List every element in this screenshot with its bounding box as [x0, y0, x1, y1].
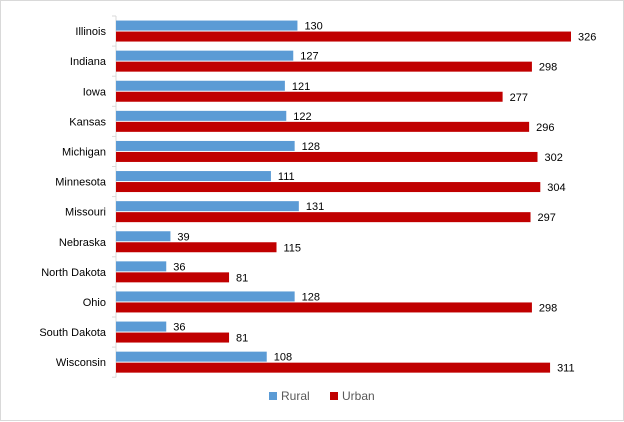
- data-label-urban: 326: [578, 32, 596, 44]
- data-label-urban: 81: [236, 272, 248, 284]
- bar-urban: [116, 302, 532, 313]
- data-label-rural: 121: [292, 81, 310, 93]
- category-label: North Dakota: [41, 267, 107, 279]
- bar-rural: [116, 351, 267, 362]
- legend-swatch-rural: [269, 392, 277, 400]
- bars: [116, 20, 571, 373]
- category-label: Wisconsin: [56, 357, 106, 369]
- category-label: Nebraska: [59, 237, 107, 249]
- bar-rural: [116, 231, 171, 242]
- data-label-rural: 36: [173, 261, 185, 273]
- bar-rural: [116, 50, 294, 61]
- bar-urban: [116, 362, 551, 373]
- bar-urban: [116, 151, 538, 162]
- bar-rural: [116, 261, 167, 272]
- data-label-rural: 122: [293, 111, 311, 123]
- category-labels: Illinois Indiana Iowa Kansas Michigan Minneso…: [39, 26, 107, 369]
- category-label: Minnesota: [55, 177, 107, 189]
- category-label: Indiana: [70, 56, 107, 68]
- legend-label-rural: Rural: [281, 389, 310, 403]
- legend: Rural Urban: [269, 389, 375, 403]
- bar-urban: [116, 272, 230, 283]
- data-label-rural: 128: [302, 291, 320, 303]
- bar-urban: [116, 61, 532, 72]
- data-label-rural: 36: [173, 322, 185, 334]
- category-label: Illinois: [75, 26, 106, 38]
- bar-urban: [116, 91, 503, 102]
- data-labels: 130 326 127 298 121 277 122 296 128 302 111 304 131 2…: [173, 21, 596, 375]
- category-label: South Dakota: [39, 327, 107, 339]
- legend-swatch-urban: [330, 392, 338, 400]
- data-label-urban: 298: [539, 302, 557, 314]
- data-label-urban: 302: [545, 152, 563, 164]
- data-label-urban: 304: [547, 182, 565, 194]
- category-label: Missouri: [65, 207, 106, 219]
- bar-rural: [116, 291, 295, 302]
- data-label-urban: 311: [557, 363, 575, 375]
- bar-urban: [116, 332, 230, 343]
- bar-urban: [116, 121, 530, 132]
- category-label: Kansas: [69, 116, 106, 128]
- bar-rural: [116, 171, 271, 182]
- y-axis: [112, 15, 117, 378]
- bar-urban: [116, 182, 541, 193]
- bar-urban: [116, 31, 571, 42]
- data-label-rural: 130: [304, 21, 322, 33]
- category-label: Iowa: [83, 86, 107, 98]
- data-label-urban: 81: [236, 333, 248, 345]
- data-label-rural: 108: [274, 352, 292, 364]
- category-label: Ohio: [83, 297, 106, 309]
- data-label-rural: 128: [302, 141, 320, 153]
- data-label-rural: 127: [300, 51, 318, 63]
- bar-rural: [116, 140, 295, 151]
- bar-rural: [116, 110, 287, 121]
- bar-rural: [116, 80, 285, 91]
- bar-rural: [116, 20, 298, 31]
- bar-urban: [116, 212, 531, 223]
- bar-rural: [116, 321, 167, 332]
- data-label-urban: 297: [538, 212, 556, 224]
- data-label-urban: 115: [284, 242, 302, 254]
- data-label-rural: 111: [278, 171, 295, 183]
- category-label: Michigan: [62, 146, 106, 158]
- data-label-urban: 296: [536, 122, 554, 134]
- data-label-urban: 277: [510, 92, 528, 104]
- bar-urban: [116, 242, 277, 253]
- bar-rural: [116, 201, 299, 212]
- data-label-urban: 298: [539, 62, 557, 74]
- data-label-rural: 39: [177, 231, 189, 243]
- data-label-rural: 131: [306, 201, 324, 213]
- legend-label-urban: Urban: [342, 389, 375, 403]
